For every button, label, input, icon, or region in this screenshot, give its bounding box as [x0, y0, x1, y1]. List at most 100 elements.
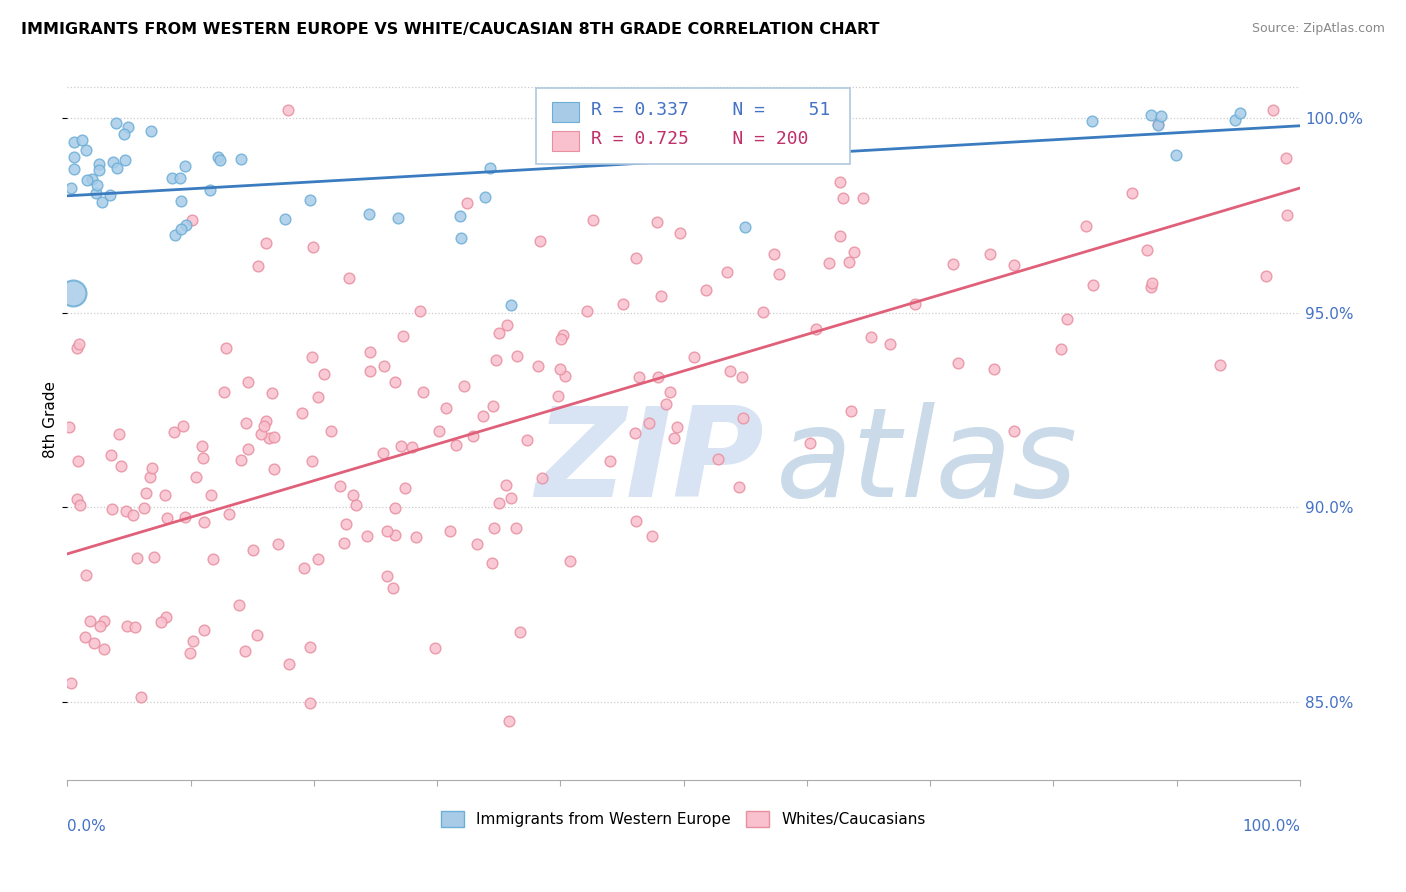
Point [125, 550, 148, 565]
Point [718, 364, 741, 378]
Text: R = 0.337    N =    51: R = 0.337 N = 51 [591, 101, 831, 119]
Point [69, 498, 91, 512]
Point [66, 341, 89, 355]
Point [1081, 277, 1104, 292]
Point [439, 524, 461, 538]
Point [359, 364, 381, 378]
Point [229, 453, 252, 467]
Point [299, 640, 322, 655]
Point [58, 420, 80, 434]
Point [75, 568, 97, 582]
Point [115, 504, 138, 518]
Point [89, 619, 111, 633]
Text: 100.0%: 100.0% [1241, 819, 1301, 834]
Point [558, 554, 581, 568]
Point [301, 454, 323, 468]
Point [84, 186, 107, 200]
Point [412, 385, 434, 400]
Point [75, 631, 97, 645]
Point [645, 215, 668, 229]
Point [82, 172, 104, 186]
Point [384, 375, 406, 389]
Point [394, 481, 416, 495]
Point [582, 213, 605, 227]
Point [838, 255, 860, 269]
Point [302, 240, 325, 254]
Point [335, 516, 357, 531]
Point [384, 527, 406, 541]
Point [117, 120, 139, 134]
Point [434, 401, 457, 415]
Point [389, 439, 412, 453]
Point [139, 470, 162, 484]
Point [509, 625, 531, 640]
Point [496, 318, 519, 333]
Point [505, 521, 527, 535]
Point [238, 375, 260, 389]
Point [344, 498, 367, 512]
Point [506, 350, 529, 364]
Point [427, 424, 450, 438]
Point [141, 460, 163, 475]
Point [799, 436, 821, 450]
Point [174, 218, 197, 232]
Point [716, 265, 738, 279]
Point [122, 508, 145, 523]
Point [860, 330, 883, 344]
Point [142, 550, 165, 565]
Point [852, 191, 875, 205]
Y-axis label: 8th Grade: 8th Grade [44, 381, 58, 458]
Point [733, 410, 755, 425]
Point [488, 496, 510, 510]
Point [401, 440, 423, 454]
Point [357, 207, 380, 221]
Point [107, 426, 129, 441]
Point [292, 561, 315, 575]
Point [66, 492, 89, 507]
Point [60, 181, 83, 195]
Point [1261, 103, 1284, 118]
Point [181, 634, 204, 648]
FancyBboxPatch shape [551, 102, 579, 122]
Point [482, 521, 505, 535]
Point [1139, 108, 1161, 122]
Point [163, 425, 186, 439]
Point [1229, 106, 1251, 120]
Point [942, 257, 965, 271]
Text: ZIP: ZIP [536, 402, 765, 524]
Point [647, 370, 669, 384]
Point [328, 478, 350, 492]
Point [155, 609, 177, 624]
Point [179, 646, 201, 660]
Point [706, 451, 728, 466]
Point [1056, 311, 1078, 326]
Point [879, 336, 901, 351]
Point [262, 386, 284, 401]
Point [100, 448, 122, 462]
FancyBboxPatch shape [536, 88, 851, 164]
Point [124, 620, 146, 634]
Point [105, 161, 128, 175]
Point [576, 304, 599, 318]
Point [381, 581, 404, 595]
Point [93, 642, 115, 657]
Point [1049, 342, 1071, 356]
Point [482, 399, 505, 413]
Point [768, 267, 790, 281]
Point [79, 614, 101, 628]
Point [1140, 277, 1163, 291]
Point [665, 419, 688, 434]
Point [501, 491, 523, 505]
Point [461, 429, 484, 443]
Point [112, 127, 135, 141]
Point [104, 116, 127, 130]
Point [63, 150, 86, 164]
Point [89, 162, 111, 177]
Point [253, 419, 276, 434]
Text: Source: ZipAtlas.com: Source: ZipAtlas.com [1251, 22, 1385, 36]
Point [257, 431, 280, 445]
Point [650, 289, 672, 303]
Text: IMMIGRANTS FROM WESTERN EUROPE VS WHITE/CAUCASIAN 8TH GRADE CORRELATION CHART: IMMIGRANTS FROM WESTERN EUROPE VS WHITE/… [21, 22, 880, 37]
Point [495, 477, 517, 491]
Point [277, 103, 299, 118]
